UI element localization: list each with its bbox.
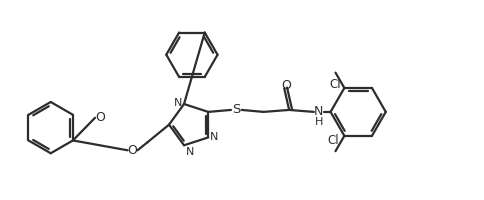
- Text: S: S: [231, 103, 240, 116]
- Text: N: N: [185, 147, 194, 157]
- Text: N: N: [210, 132, 218, 142]
- Text: N: N: [313, 105, 323, 118]
- Text: Cl: Cl: [329, 78, 341, 91]
- Text: N: N: [173, 98, 182, 108]
- Text: O: O: [127, 144, 137, 157]
- Text: Cl: Cl: [327, 134, 339, 147]
- Text: O: O: [281, 79, 290, 92]
- Text: H: H: [314, 117, 322, 127]
- Text: O: O: [95, 111, 105, 124]
